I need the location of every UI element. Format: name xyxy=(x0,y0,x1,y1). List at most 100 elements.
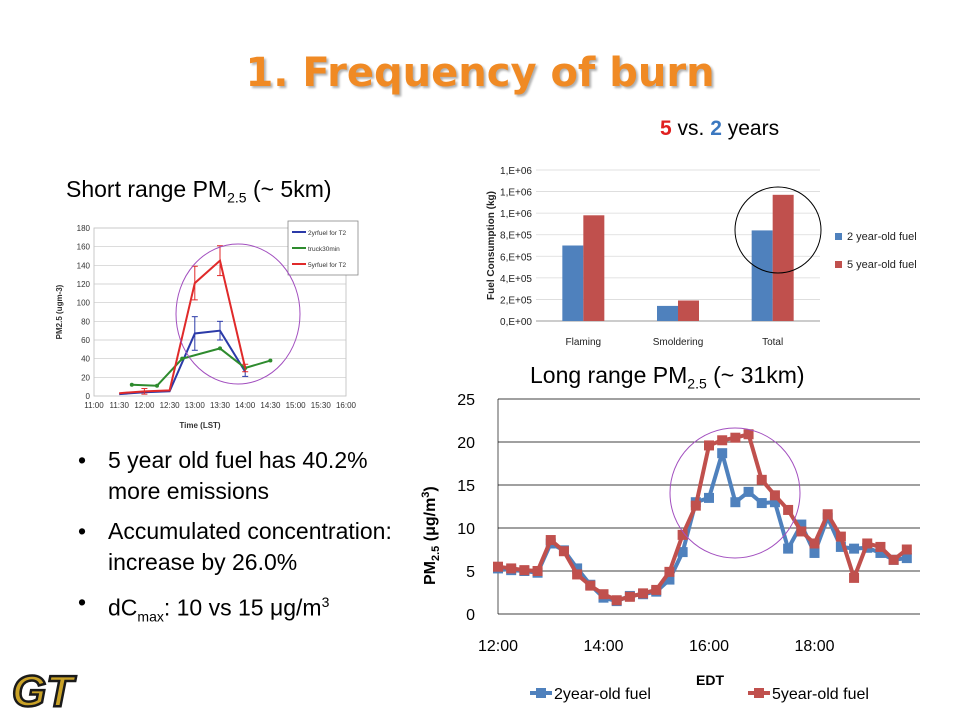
y-tick-label: 60 xyxy=(81,336,90,345)
data-point xyxy=(875,547,886,558)
x-tick-label: 12:00 xyxy=(134,401,155,410)
x-tick-label: 14:30 xyxy=(260,401,281,410)
legend-swatch xyxy=(754,688,764,698)
data-point xyxy=(664,574,675,585)
short-range-caption: Short range PM2.5 (~ 5km) xyxy=(66,176,332,206)
long-caption-sub: 2.5 xyxy=(687,375,707,392)
short-caption-pre: Short range PM xyxy=(66,176,228,202)
x-tick-label: 11:30 xyxy=(109,401,129,410)
data-point xyxy=(704,492,714,503)
y-tick-label: 4,E+05 xyxy=(500,274,532,285)
y-tick-label: 15 xyxy=(457,478,475,495)
bar xyxy=(562,245,584,321)
y-axis-title-post: ) xyxy=(422,486,439,491)
bullet-text: Accumulated concentration: increase by 2… xyxy=(108,518,392,575)
x-tick-label: 12:00 xyxy=(478,638,518,655)
data-point xyxy=(129,382,134,387)
y-tick-label: 2,E+05 xyxy=(500,295,532,306)
data-point xyxy=(558,546,569,557)
bar xyxy=(772,194,794,321)
series-line xyxy=(131,347,271,387)
data-point xyxy=(809,547,820,558)
y-axis-title: PM2.5 (ugm-3) xyxy=(55,284,64,339)
data-point xyxy=(796,519,807,530)
legend-label: 5yrfuel for T2 xyxy=(308,262,347,269)
y-tick-label: 180 xyxy=(77,224,91,233)
bullet-item: 5 year old fuel has 40.2% more emissions xyxy=(75,445,405,507)
data-point xyxy=(743,486,754,497)
bar xyxy=(583,215,605,321)
bar xyxy=(751,230,773,321)
highlight-circle xyxy=(669,427,801,559)
data-point xyxy=(888,554,899,565)
data-point xyxy=(849,572,860,583)
legend-label: 5year-old fuel xyxy=(772,686,869,703)
comparison-vs: vs. xyxy=(671,117,711,140)
comparison-years: years xyxy=(721,117,780,140)
bullet-mid: : 10 vs 15 μg/m xyxy=(163,594,322,621)
data-point xyxy=(664,566,675,577)
data-point xyxy=(809,538,820,549)
long-range-caption: Long range PM2.5 (~ 31km) xyxy=(530,362,805,392)
bullet-list: 5 year old fuel has 40.2% more emissions… xyxy=(75,445,405,641)
long-caption-pre: Long range PM xyxy=(530,362,688,388)
x-tick-label: 13:00 xyxy=(185,401,206,410)
legend-label: 2yrfuel for T2 xyxy=(308,230,347,237)
data-point xyxy=(218,346,222,351)
data-point xyxy=(585,580,596,591)
data-point xyxy=(783,543,794,554)
data-point xyxy=(532,566,543,576)
data-point xyxy=(756,498,767,509)
y-tick-label: 20 xyxy=(81,373,90,382)
legend-label: truck30min xyxy=(308,246,340,253)
data-point xyxy=(783,504,794,515)
data-point xyxy=(835,531,846,542)
x-tick-label: 12:30 xyxy=(160,401,181,410)
data-point xyxy=(493,561,503,572)
x-tick-label: 14:00 xyxy=(583,638,623,655)
data-point xyxy=(677,529,688,540)
y-tick-label: 20 xyxy=(457,435,475,452)
data-point xyxy=(796,526,807,537)
x-tick-label: 16:00 xyxy=(689,638,729,655)
y-tick-label: 0 xyxy=(466,607,475,624)
data-point xyxy=(835,541,846,552)
comparison-heading: 5 vs. 2 years xyxy=(660,117,779,141)
long-caption-post: (~ 31km) xyxy=(706,362,805,388)
x-tick-label: 14:00 xyxy=(235,401,256,410)
data-point xyxy=(717,448,728,459)
legend-label: 2 year-old fuel xyxy=(847,231,917,243)
bullet-sub: max xyxy=(137,608,164,625)
data-point xyxy=(598,589,609,600)
bullet-item: dCmax: 10 vs 15 μg/m3 xyxy=(75,587,405,632)
y-tick-label: 5 xyxy=(466,564,475,581)
short-range-chart: 0 20 40 60 80 100 120 140 160 180 11:00 11:30 12:00 1… xyxy=(55,220,359,430)
data-point xyxy=(506,563,517,574)
data-point xyxy=(690,500,701,511)
data-point xyxy=(769,497,780,508)
slide-title: 1. Frequency of burn xyxy=(245,50,715,96)
data-point xyxy=(849,543,860,554)
highlight-circle xyxy=(175,243,301,385)
y-tick-label: 25 xyxy=(457,392,475,409)
data-point xyxy=(730,497,741,508)
highlight-circle xyxy=(734,186,822,274)
data-point xyxy=(651,584,662,595)
y-tick-label: 120 xyxy=(77,280,91,289)
legend-swatch xyxy=(536,688,546,698)
y-axis-title-sub: 2.5 xyxy=(430,546,442,561)
x-tick-label: 16:00 xyxy=(336,401,357,410)
data-point xyxy=(717,435,728,446)
y-axis-title: PM2.5 (μg/m3) xyxy=(420,486,442,585)
data-point xyxy=(822,509,833,520)
data-point xyxy=(155,383,159,388)
data-point xyxy=(545,535,556,546)
bullet-item: Accumulated concentration: increase by 2… xyxy=(75,516,405,578)
y-axis-title-sup: 3 xyxy=(420,492,432,498)
x-tick-label: 13:30 xyxy=(210,401,231,410)
data-point xyxy=(180,356,185,361)
data-point xyxy=(769,490,780,501)
data-point xyxy=(624,591,635,602)
x-axis-title: EDT xyxy=(696,672,724,688)
comparison-two: 2 xyxy=(710,117,722,140)
